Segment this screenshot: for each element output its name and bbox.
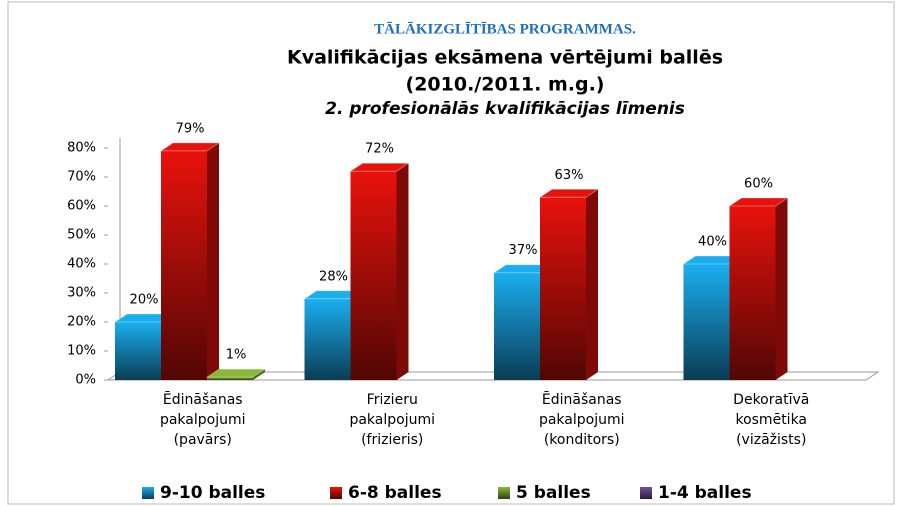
bar-shade xyxy=(494,272,540,380)
bar-shade xyxy=(683,264,730,380)
bar-side-shade xyxy=(586,189,598,380)
x-tick-label: kosmētika xyxy=(735,412,807,428)
legend-marker-shade xyxy=(142,487,154,499)
x-tick-label: Dekoratīvā xyxy=(733,392,809,408)
y-tick-label: 10% xyxy=(67,344,96,359)
legend-label: 1-4 balles xyxy=(658,483,752,503)
x-tick-label: (konditors) xyxy=(544,432,620,448)
legend-marker-shade xyxy=(640,487,652,499)
bar-shade xyxy=(161,150,207,380)
chart-title: Kvalifikācijas eksāmena vērtējumi ballēs xyxy=(287,47,723,69)
bar-side xyxy=(396,163,409,380)
bar-side-shade xyxy=(207,142,219,380)
bar-shade xyxy=(115,322,161,380)
data-label: 37% xyxy=(509,243,538,258)
bar xyxy=(159,142,221,380)
y-tick-label: 30% xyxy=(67,286,96,301)
bar-side xyxy=(253,369,265,380)
x-tick-label: pakalpojumi xyxy=(539,412,625,428)
x-tick-label: Ēdināšanas xyxy=(542,391,622,408)
data-label: 28% xyxy=(319,269,348,284)
frame xyxy=(7,1,895,505)
x-tick-label: (frizieris) xyxy=(361,432,423,448)
legend-label: 5 balles xyxy=(516,483,591,503)
y-tick-label: 0% xyxy=(75,373,96,388)
legend-label: 9-10 balles xyxy=(160,483,265,503)
bar-top xyxy=(538,188,600,198)
bar-side xyxy=(586,189,598,380)
bar-shade xyxy=(304,298,351,380)
bar-shade xyxy=(540,197,586,380)
chart-header: TĀLĀKIZGLĪTĪBAS PROGRAMMAS. xyxy=(374,21,636,37)
x-tick-label: (vizāžists) xyxy=(736,432,806,448)
bar xyxy=(727,197,790,380)
bar-shade xyxy=(729,206,776,380)
data-label: 63% xyxy=(555,168,584,183)
bar-side xyxy=(775,198,788,380)
y-tick-label: 40% xyxy=(67,257,96,272)
x-tick-label: (pavārs) xyxy=(174,432,232,448)
data-label: 20% xyxy=(130,293,159,308)
bar-top xyxy=(205,368,267,378)
bar-shade xyxy=(350,171,397,380)
data-label: 1% xyxy=(226,348,247,363)
y-tick-label: 60% xyxy=(67,199,96,214)
data-label: 60% xyxy=(744,177,773,192)
x-tick-label: Frizieru xyxy=(367,392,418,408)
chart-subtitle: 2. profesionālās kvalifikācijas līmenis xyxy=(325,99,685,119)
legend-marker-shade xyxy=(498,487,510,499)
data-label: 72% xyxy=(365,142,394,157)
legend-marker-shade xyxy=(330,487,342,499)
bar-side-shade xyxy=(396,163,409,380)
data-label: 79% xyxy=(176,121,205,136)
bar xyxy=(538,188,600,380)
data-label: 40% xyxy=(698,235,727,250)
bar xyxy=(205,368,267,380)
legend-label: 6-8 balles xyxy=(348,483,442,503)
x-tick-label: pakalpojumi xyxy=(349,412,435,428)
bar-top xyxy=(348,162,411,172)
y-tick-label: 80% xyxy=(67,141,96,156)
x-tick-label: pakalpojumi xyxy=(160,412,246,428)
chart-title: (2010./2011. m.g.) xyxy=(406,74,605,96)
bar-top xyxy=(727,197,790,207)
bar-top xyxy=(159,142,221,152)
bar-shade xyxy=(207,377,253,380)
bar-side-shade xyxy=(253,369,265,380)
y-tick-label: 20% xyxy=(67,315,96,330)
bar-side-shade xyxy=(775,198,788,380)
bar-side xyxy=(207,142,219,380)
y-tick-label: 50% xyxy=(67,228,96,243)
y-tick-label: 70% xyxy=(67,170,96,185)
x-tick-label: Ēdināšanas xyxy=(163,391,243,408)
bar xyxy=(348,162,411,380)
